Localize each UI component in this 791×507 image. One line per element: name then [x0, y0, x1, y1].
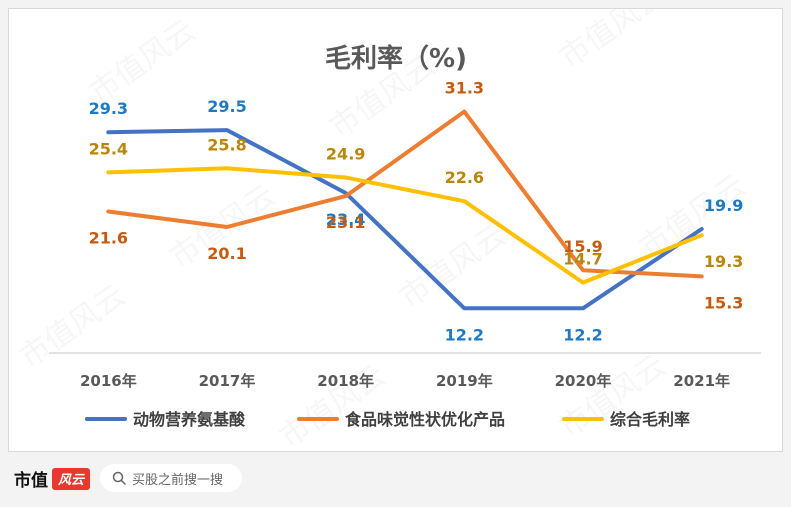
watermark-text: 市值风云 [394, 218, 512, 315]
data-label: 29.3 [89, 99, 128, 118]
brand-logo[interactable]: 市值 风云 [14, 466, 91, 491]
data-label: 29.5 [207, 97, 246, 116]
search-placeholder: 买股之前搜一搜 [132, 471, 224, 487]
search-box[interactable]: 买股之前搜一搜 [100, 464, 242, 492]
data-label: 12.2 [563, 325, 602, 344]
watermark-text: 市值风云 [554, 348, 672, 445]
series-line-0 [106, 128, 704, 311]
data-label: 23.1 [326, 213, 365, 232]
x-tick-label: 2016年 [80, 372, 137, 390]
legend-label: 综合毛利率 [610, 410, 690, 429]
data-label: 21.6 [89, 229, 128, 248]
data-label: 15.9 [563, 237, 602, 256]
watermark-text: 市值风云 [634, 168, 752, 265]
data-label: 12.2 [445, 325, 484, 344]
data-label: 19.3 [704, 252, 743, 271]
brand-logo-badge: 风云 [52, 467, 91, 490]
chart-title: 毛利率（%) [325, 43, 467, 74]
watermark-text: 市值风云 [84, 13, 202, 110]
brand-text: 市值 [14, 471, 48, 491]
data-label: 19.9 [704, 196, 743, 215]
watermark-text: 市值风云 [14, 278, 132, 375]
data-label: 25.4 [89, 139, 128, 158]
data-label: 20.1 [207, 244, 246, 263]
search-icon [112, 471, 126, 485]
chart-card: 市值风云 市值风云 市值风云 市值风云 市值风云 市值风云 市值风云 市值风云 市值风云 毛利率（… [8, 8, 783, 452]
series-line-2 [106, 166, 704, 285]
data-label: 22.6 [445, 168, 484, 187]
x-tick-label: 2019年 [436, 372, 493, 390]
data-label: 25.8 [207, 135, 246, 154]
data-label: 31.3 [445, 79, 484, 98]
x-tick-label: 2021年 [673, 372, 730, 390]
x-tick-label: 2018年 [317, 372, 374, 390]
series-line-1 [106, 109, 704, 279]
watermark-text: 市值风云 [554, 9, 672, 76]
legend-label: 动物营养氨基酸 [133, 410, 246, 429]
data-label: 24.9 [326, 145, 365, 164]
data-label: 23.4 [326, 210, 365, 229]
footer-bar: 市值 风云 买股之前搜一搜 [0, 456, 791, 507]
x-tick-label: 2020年 [555, 372, 612, 390]
data-label: 14.7 [563, 250, 602, 269]
x-tick-label: 2017年 [199, 372, 256, 390]
data-label: 15.3 [704, 293, 743, 312]
legend-label: 食品味觉性状优化产品 [344, 410, 505, 429]
